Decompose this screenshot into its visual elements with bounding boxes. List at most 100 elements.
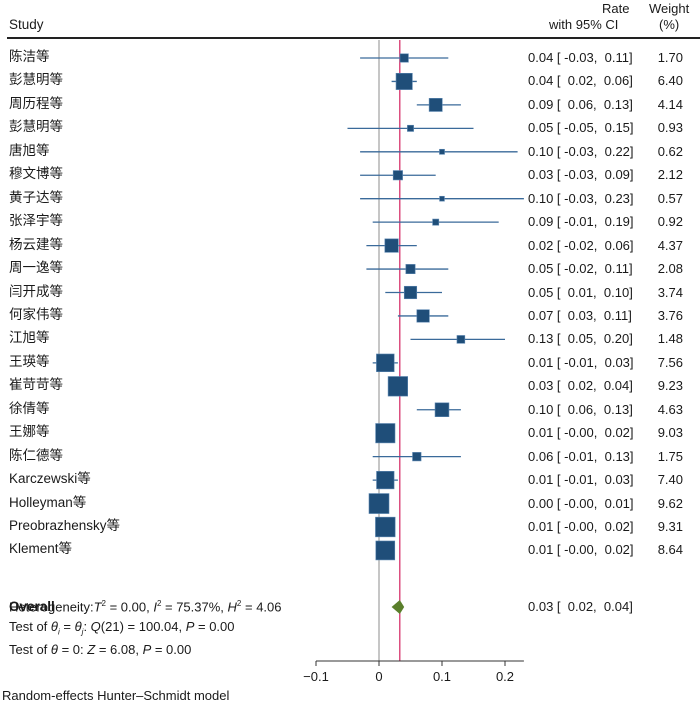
p-value-2: = 0.00 bbox=[151, 642, 192, 657]
study-name: 崔苛苛等 bbox=[9, 377, 63, 393]
study-marker bbox=[392, 170, 403, 181]
p-value: = 0.00 bbox=[194, 619, 235, 634]
study-marker bbox=[456, 335, 466, 344]
study-name: 彭慧明等 bbox=[9, 119, 63, 135]
study-weight-text: 4.14 bbox=[657, 96, 683, 112]
h-sup: 2 bbox=[236, 599, 242, 608]
study-marker bbox=[375, 540, 396, 561]
study-ci-text: 0.09 [ -0.01, 0.19] bbox=[528, 214, 634, 230]
h-symbol: H bbox=[227, 599, 237, 615]
theta: θ bbox=[50, 642, 58, 657]
study-name: Karczewski等 bbox=[9, 471, 91, 487]
z-symbol: Z bbox=[87, 642, 96, 657]
overall-ci-text: 0.03 [ 0.02, 0.04] bbox=[528, 599, 633, 614]
study-ci-text: 0.01 [ -0.00, 0.02] bbox=[528, 519, 634, 534]
heterogeneity-stat: Heterogeneity:T2 = 0.00, I2 = 75.37%, H2… bbox=[9, 596, 282, 615]
study-name: 何家伟等 bbox=[9, 306, 63, 322]
header-rate-line1: Rate bbox=[602, 1, 630, 16]
study-weight-text: 1.70 bbox=[657, 50, 683, 65]
study-weight-text: 0.62 bbox=[657, 143, 683, 159]
study-ci-text: 0.01 [ -0.01, 0.03] bbox=[528, 354, 634, 370]
study-name: 王娜等 bbox=[9, 424, 50, 440]
study-marker bbox=[376, 353, 395, 373]
test-equal-colon: : bbox=[83, 619, 91, 634]
study-name: 王瑛等 bbox=[9, 353, 50, 369]
i-symbol: I bbox=[153, 599, 157, 615]
study-ci-text: 0.04 [ 0.02, 0.06] bbox=[528, 73, 633, 89]
study-ci-text: 0.00 [ -0.00, 0.01] bbox=[528, 495, 634, 511]
q-symbol: Q bbox=[90, 619, 101, 634]
study-marker bbox=[432, 218, 440, 226]
sub-i: i bbox=[57, 627, 60, 637]
study-marker bbox=[399, 53, 409, 63]
x-tick-label: −0.1 bbox=[303, 669, 329, 684]
study-name: 唐旭等 bbox=[9, 142, 50, 158]
study-name: 闫开成等 bbox=[9, 283, 63, 299]
study-marker bbox=[434, 402, 450, 417]
theta-j: θ bbox=[74, 619, 82, 634]
sub-j: j bbox=[81, 627, 84, 637]
study-ci-text: 0.13 [ 0.05, 0.20] bbox=[528, 331, 633, 347]
study-weight-text: 2.12 bbox=[657, 167, 683, 183]
study-weight-text: 6.40 bbox=[657, 73, 683, 89]
study-ci-text: 0.10 [ 0.06, 0.13] bbox=[528, 401, 633, 417]
tau-sup: 2 bbox=[101, 599, 106, 608]
overall-diamond bbox=[391, 600, 405, 614]
study-marker bbox=[375, 423, 396, 444]
study-name: Holleyman等 bbox=[9, 494, 87, 510]
study-name: 江旭等 bbox=[9, 330, 50, 346]
study-name: 陈仁德等 bbox=[9, 447, 63, 463]
header-rate-line2: with 95% CI bbox=[549, 17, 619, 32]
p-symbol-2: P bbox=[142, 642, 152, 657]
i2-value: = 75.37%, bbox=[161, 599, 228, 615]
i-sup: 2 bbox=[156, 599, 162, 608]
test-zero-prefix: Test of bbox=[9, 642, 51, 657]
test-equal-eq: = bbox=[59, 619, 75, 634]
study-name: Preobrazhensky等 bbox=[9, 518, 121, 533]
study-ci-text: 0.07 [ 0.03, 0.11] bbox=[528, 307, 632, 323]
header-study: Study bbox=[9, 17, 44, 32]
study-marker bbox=[376, 471, 395, 490]
study-ci-text: 0.05 [ -0.02, 0.11] bbox=[528, 261, 633, 277]
study-ci-text: 0.10 [ -0.03, 0.22] bbox=[528, 143, 634, 159]
study-weight-text: 9.03 bbox=[657, 425, 683, 441]
study-name: 徐倩等 bbox=[9, 400, 50, 416]
model-footnote: Random-effects Hunter–Schmidt model bbox=[2, 688, 230, 703]
study-name: 陈洁等 bbox=[9, 49, 50, 64]
study-marker bbox=[439, 195, 445, 202]
study-marker bbox=[387, 376, 408, 397]
z-value: = 6.08, bbox=[95, 642, 143, 657]
study-marker bbox=[403, 285, 418, 300]
q-value: (21) = 100.04, bbox=[100, 619, 186, 634]
study-weight-text: 3.76 bbox=[657, 307, 683, 323]
study-marker bbox=[416, 309, 430, 323]
study-marker bbox=[384, 238, 399, 253]
test-equal-stat: Test of θi = θj: Q(21) = 100.04, P = 0.0… bbox=[9, 619, 235, 641]
x-tick-label: 0.2 bbox=[496, 669, 514, 684]
study-marker bbox=[412, 452, 422, 462]
study-ci-text: 0.05 [ -0.05, 0.15] bbox=[528, 120, 634, 136]
study-marker bbox=[428, 98, 443, 112]
study-weight-text: 1.75 bbox=[657, 448, 683, 464]
study-marker bbox=[395, 72, 413, 90]
study-weight-text: 0.93 bbox=[657, 120, 683, 136]
study-name: 周历程等 bbox=[9, 95, 63, 111]
study-weight-text: 7.56 bbox=[657, 354, 683, 370]
h2-value: = 4.06 bbox=[241, 599, 282, 615]
p-symbol: P bbox=[185, 619, 195, 634]
study-name: Klement等 bbox=[9, 541, 73, 557]
x-tick-label: 0.1 bbox=[433, 669, 451, 684]
study-weight-text: 9.23 bbox=[657, 378, 683, 394]
study-ci-text: 0.03 [ -0.03, 0.09] bbox=[528, 167, 634, 183]
test-zero-mid: = 0: bbox=[57, 642, 88, 657]
study-name: 周一逸等 bbox=[9, 260, 63, 276]
theta-i: θ bbox=[50, 619, 58, 634]
study-ci-text: 0.01 [ -0.00, 0.02] bbox=[528, 425, 634, 441]
study-marker bbox=[407, 124, 414, 132]
test-zero-stat: Test of θ = 0: Z = 6.08, P = 0.00 bbox=[9, 642, 191, 658]
study-ci-text: 0.02 [ -0.02, 0.06] bbox=[528, 237, 634, 253]
study-ci-text: 0.10 [ -0.03, 0.23] bbox=[528, 190, 634, 206]
tau2-value: = 0.00, bbox=[105, 599, 154, 615]
study-marker bbox=[405, 264, 416, 274]
